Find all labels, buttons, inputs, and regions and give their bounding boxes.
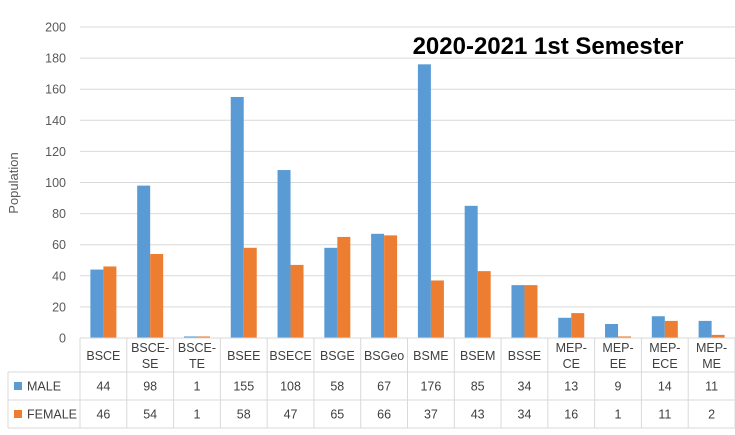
table-value-female-7: 37 <box>424 408 438 422</box>
category-label-2-line1: TE <box>189 357 205 371</box>
table-value-male-12: 14 <box>658 380 672 394</box>
table-value-male-8: 85 <box>471 380 485 394</box>
category-label-11-line0: MEP- <box>602 341 633 355</box>
bar-female-7 <box>430 280 444 338</box>
table-value-male-7: 176 <box>420 380 441 394</box>
bar-male-10 <box>558 317 572 338</box>
bar-female-11 <box>618 336 632 338</box>
y-tick-label-160: 160 <box>45 83 66 97</box>
category-label-10-line1: CE <box>563 357 580 371</box>
category-label-13-line0: MEP- <box>696 341 727 355</box>
bar-male-1 <box>137 185 151 338</box>
table-value-female-3: 58 <box>237 408 251 422</box>
table-value-male-2: 1 <box>193 380 200 394</box>
y-axis-ticks: 0 20 40 60 80 100 120 140 160 180 200 <box>45 21 66 346</box>
bar-female-8 <box>477 271 491 338</box>
table-value-female-8: 43 <box>471 408 485 422</box>
category-label-13-line1: ME <box>702 357 721 371</box>
table-value-female-4: 47 <box>284 408 298 422</box>
category-label-8: BSEM <box>460 349 495 363</box>
bar-male-3 <box>230 96 244 338</box>
category-label-3: BSEE <box>227 349 260 363</box>
bar-male-9 <box>511 285 525 338</box>
table-value-female-13: 2 <box>708 408 715 422</box>
bar-male-5 <box>324 247 338 338</box>
legend-swatch-female <box>14 410 22 418</box>
bar-male-11 <box>605 324 619 338</box>
bar-female-9 <box>524 285 538 338</box>
category-label-9: BSSE <box>508 349 541 363</box>
table-value-female-0: 46 <box>96 408 110 422</box>
category-label-1-line0: BSCE- <box>131 341 169 355</box>
bar-male-6 <box>371 233 385 338</box>
table-value-male-1: 98 <box>143 380 157 394</box>
table-value-female-10: 16 <box>564 408 578 422</box>
bar-female-10 <box>571 313 585 338</box>
y-axis-label: Population <box>6 152 21 213</box>
bar-male-7 <box>417 64 431 338</box>
category-label-2-line0: BSCE- <box>178 341 216 355</box>
bar-male-13 <box>698 320 712 338</box>
legend-label-male: MALE <box>27 380 61 394</box>
table-value-male-3: 155 <box>233 380 254 394</box>
data-table: BSCE BSCE- SE BSCE- TE BSEE BSECE BSGE BSGeo BSME… <box>7 337 735 429</box>
bars <box>90 64 725 338</box>
bar-male-12 <box>651 316 665 338</box>
y-tick-label-40: 40 <box>52 269 66 283</box>
bar-male-2 <box>183 336 197 338</box>
category-label-10-line0: MEP- <box>556 341 587 355</box>
table-value-male-4: 108 <box>280 380 301 394</box>
category-label-12-line0: MEP- <box>649 341 680 355</box>
bar-female-6 <box>384 235 398 338</box>
category-label-12-line1: ECE <box>652 357 678 371</box>
bar-female-0 <box>103 266 117 338</box>
legend-label-female: FEMALE <box>27 408 77 422</box>
category-label-7: BSME <box>413 349 448 363</box>
table-value-male-10: 13 <box>564 380 578 394</box>
table-value-female-6: 66 <box>377 408 391 422</box>
table-value-male-13: 11 <box>705 380 718 394</box>
category-label-5: BSGE <box>320 349 355 363</box>
table-value-male-6: 67 <box>377 380 391 394</box>
table-value-female-1: 54 <box>143 408 157 422</box>
table-value-female-2: 1 <box>193 408 200 422</box>
bar-female-2 <box>196 336 210 338</box>
y-tick-label-20: 20 <box>52 300 66 314</box>
category-label-4: BSECE <box>269 349 311 363</box>
table-value-female-11: 1 <box>615 408 622 422</box>
table-value-male-0: 44 <box>96 380 110 394</box>
bar-female-3 <box>243 247 257 338</box>
bar-male-4 <box>277 170 291 338</box>
gridlines <box>80 26 735 308</box>
y-tick-label-120: 120 <box>45 145 66 159</box>
y-tick-label-140: 140 <box>45 114 66 128</box>
bar-male-8 <box>464 205 478 338</box>
y-tick-label-0: 0 <box>59 332 66 346</box>
table-value-female-12: 11 <box>658 408 671 422</box>
bar-female-1 <box>150 254 164 338</box>
table-value-male-11: 9 <box>615 380 622 394</box>
legend-swatch-male <box>14 382 22 390</box>
table-value-male-9: 34 <box>518 380 532 394</box>
y-tick-label-60: 60 <box>52 238 66 252</box>
y-tick-label-180: 180 <box>45 52 66 66</box>
table-value-female-5: 65 <box>330 408 344 422</box>
bar-female-5 <box>337 236 351 338</box>
bar-female-4 <box>290 264 304 338</box>
y-tick-label-100: 100 <box>45 176 66 190</box>
table-value-female-9: 34 <box>518 408 532 422</box>
y-tick-label-80: 80 <box>52 207 66 221</box>
category-label-11-line1: EE <box>610 357 627 371</box>
table-value-male-5: 58 <box>330 380 344 394</box>
chart-title: 2020-2021 1st Semester <box>413 33 684 60</box>
bar-male-0 <box>90 269 104 338</box>
category-label-0: BSCE <box>86 349 120 363</box>
category-label-1-line1: SE <box>142 357 159 371</box>
bar-female-13 <box>711 334 725 338</box>
category-label-6: BSGeo <box>364 349 404 363</box>
y-tick-label-200: 200 <box>45 21 66 35</box>
bar-female-12 <box>664 320 678 338</box>
